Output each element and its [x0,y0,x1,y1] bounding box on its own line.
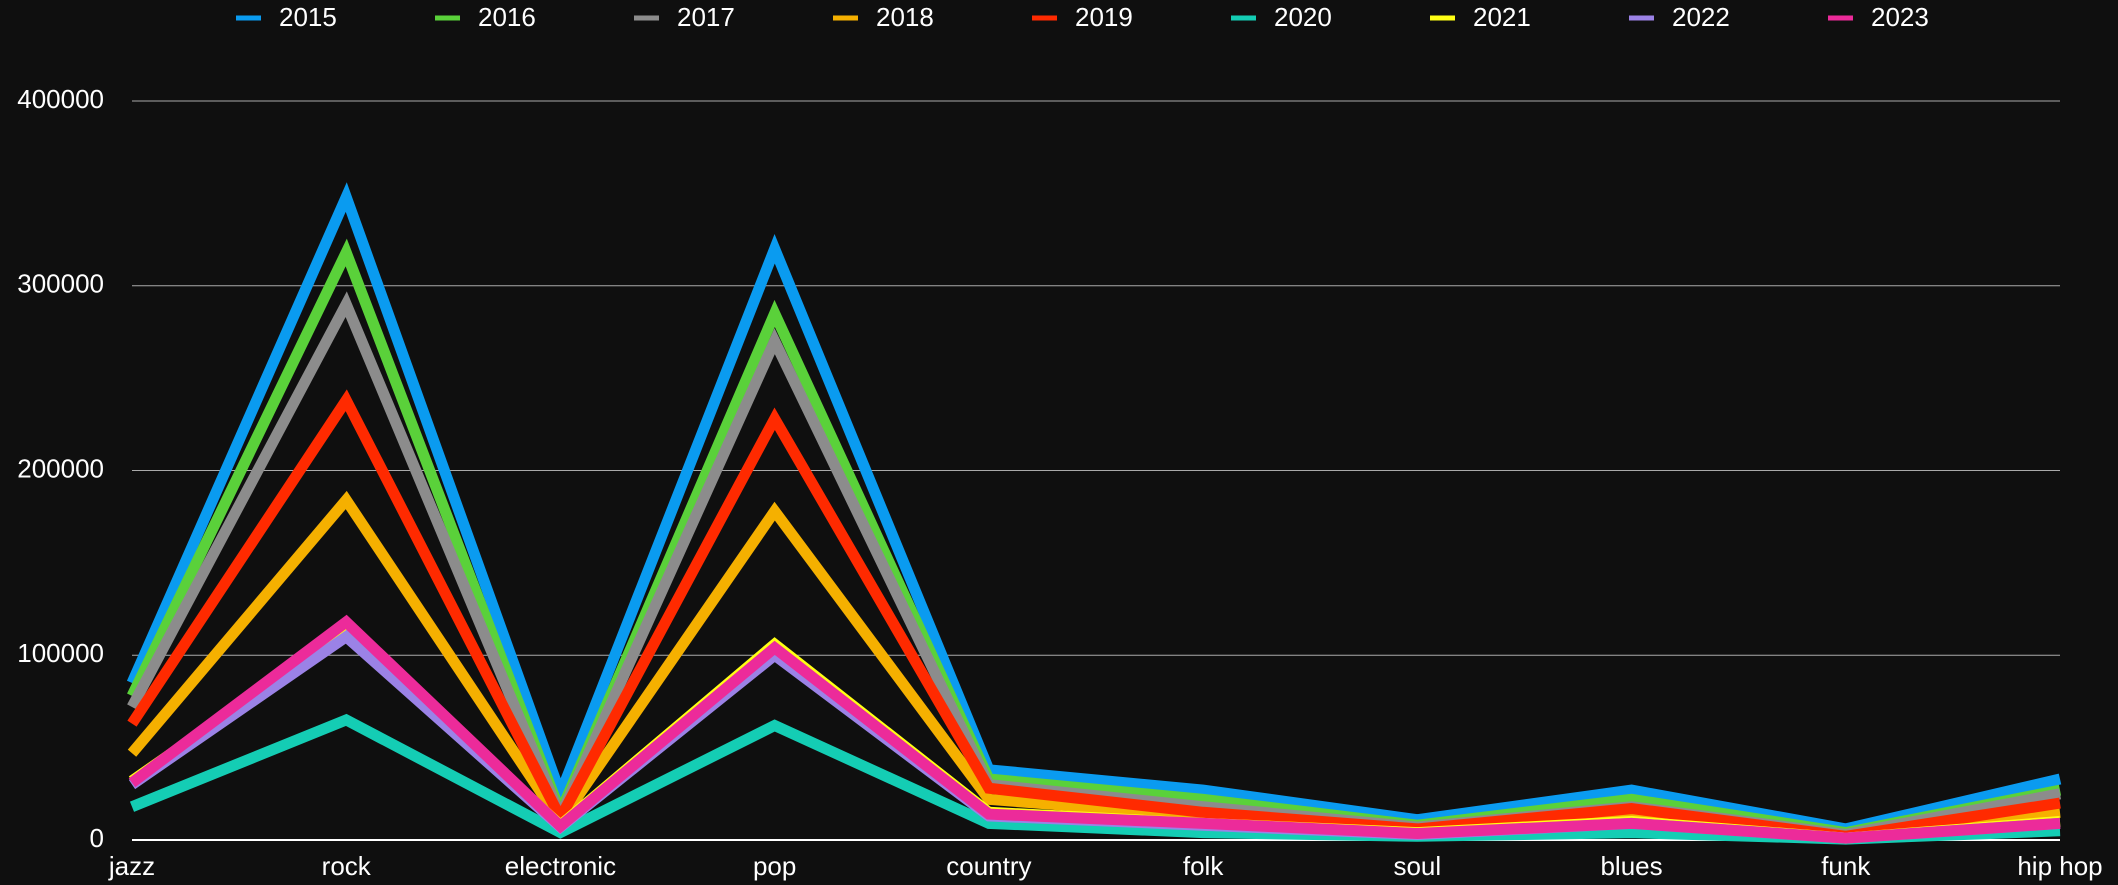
legend-label: 2019 [1075,2,1133,32]
x-tick-label: hip hop [2017,851,2102,881]
legend-label: 2021 [1473,2,1531,32]
x-tick-label: electronic [505,851,616,881]
legend-label: 2017 [677,2,735,32]
series-line [126,182,2062,835]
y-tick-label: 100000 [17,638,104,668]
x-tick-label: pop [753,851,796,881]
x-tick-label: country [946,851,1031,881]
series-line [128,614,2061,844]
y-tick-label: 0 [90,823,104,853]
y-tick-label: 300000 [17,269,104,299]
y-tick-label: 400000 [17,84,104,114]
legend-label: 2022 [1672,2,1730,32]
y-tick-label: 200000 [17,453,104,483]
legend-label: 2015 [279,2,337,32]
legend-label: 2020 [1274,2,1332,32]
series-line [127,389,2061,842]
x-tick-label: blues [1600,851,1662,881]
legend-label: 2018 [876,2,934,32]
x-tick-label: soul [1393,851,1441,881]
x-tick-label: jazz [108,851,155,881]
legend-label: 2023 [1871,2,1929,32]
x-tick-label: funk [1821,851,1871,881]
x-tick-label: folk [1183,851,1224,881]
legend-label: 2016 [478,2,536,32]
x-tick-label: rock [322,851,372,881]
